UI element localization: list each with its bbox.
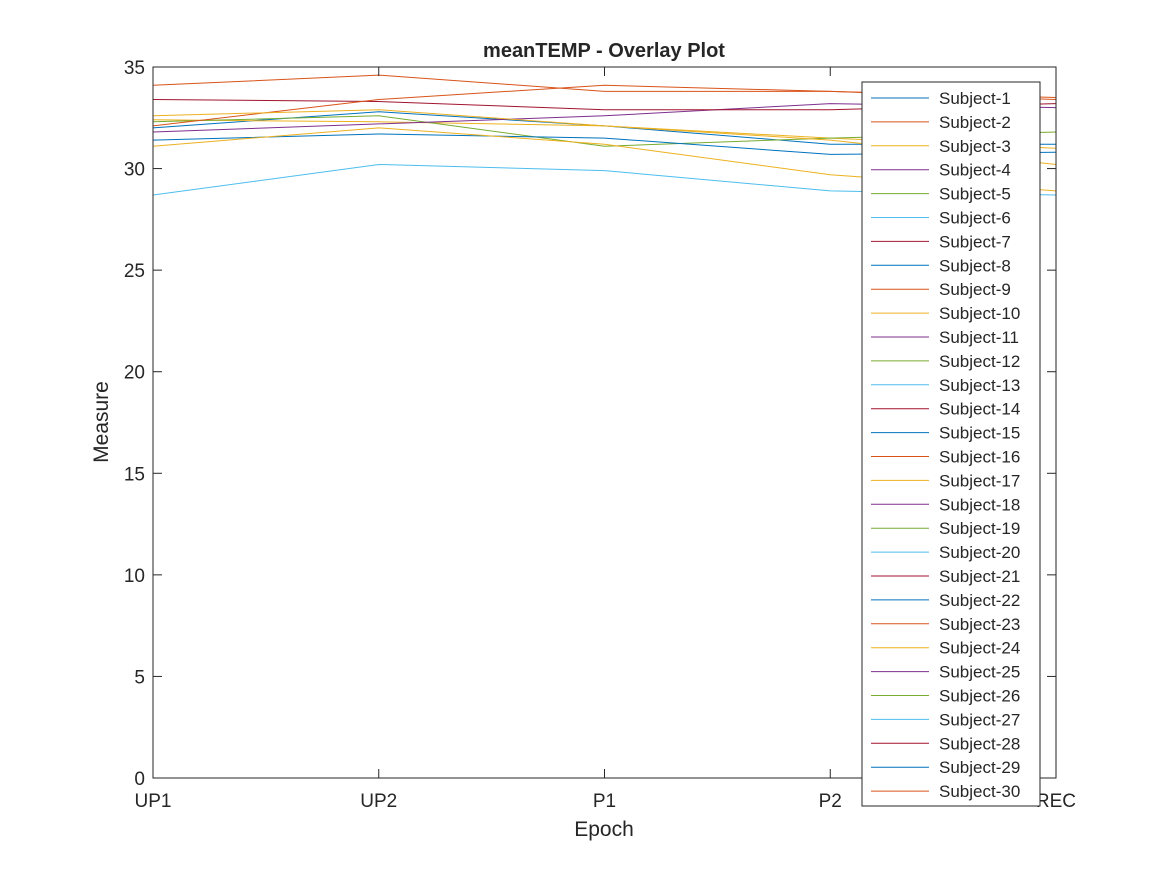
x-tick-label: P1 [593,791,616,812]
x-axis-label: Epoch [574,818,634,841]
y-axis-ticks: 0 5 10 15 20 25 30 35 [124,58,1056,790]
y-tick-label: 15 [124,464,145,485]
legend-entry-label: Subject-16 [939,448,1020,467]
legend-entry-label: Subject-27 [939,710,1020,729]
legend-entry-label: Subject-15 [939,424,1020,443]
x-tick-label: UP1 [135,791,172,812]
x-tick-label: UP2 [360,791,397,812]
y-tick-label: 30 [124,160,145,181]
legend-entry-label: Subject-25 [939,663,1020,682]
legend-entry-label: Subject-23 [939,615,1020,634]
legend-entry-label: Subject-6 [939,209,1011,228]
legend-entry-label: Subject-7 [939,232,1011,251]
legend-entry-label: Subject-28 [939,734,1020,753]
legend-entry-label: Subject-30 [939,782,1020,801]
legend-entry-label: Subject-11 [939,328,1019,347]
legend: Subject-1 Subject-2 Subject-3 Subject-4 Subj… [861,81,1041,807]
legend-entry-label: Subject-21 [939,567,1020,586]
legend-entry-label: Subject-13 [939,376,1020,395]
x-tick-label: REC [1036,791,1076,812]
legend-entry-label: Subject-20 [939,543,1020,562]
legend-entry-label: Subject-14 [939,400,1020,419]
legend-entry-label: Subject-29 [939,758,1020,777]
legend-entry-label: Subject-19 [939,519,1020,538]
x-axis-ticks: UP1 UP2 P1 P2 REC [135,67,1076,812]
x-tick-label: P2 [819,791,842,812]
y-tick-label: 5 [134,667,145,688]
y-tick-label: 35 [124,58,145,79]
y-axis-label: Measure [90,381,113,463]
y-tick-label: 10 [124,566,145,587]
legend-entry-label: Subject-5 [939,185,1011,204]
y-tick-label: 25 [124,261,145,282]
legend-entry-label: Subject-18 [939,495,1020,514]
legend-box [861,81,1041,807]
legend-entry-label: Subject-22 [939,591,1020,610]
legend-entry-label: Subject-4 [939,161,1011,180]
legend-entry-label: Subject-1 [939,89,1011,108]
legend-entry-label: Subject-2 [939,113,1011,132]
legend-entry-label: Subject-24 [939,639,1020,658]
legend-entry-label: Subject-8 [939,256,1011,275]
y-tick-label: 0 [134,769,145,790]
legend-entry-label: Subject-10 [939,304,1020,323]
legend-entry-label: Subject-9 [939,280,1011,299]
chart-title: meanTEMP - Overlay Plot [483,40,725,62]
legend-entry-label: Subject-3 [939,137,1011,156]
legend-entry-label: Subject-17 [939,471,1020,490]
legend-entry-label: Subject-12 [939,352,1020,371]
y-tick-label: 20 [124,363,145,384]
legend-entry-label: Subject-26 [939,687,1020,706]
